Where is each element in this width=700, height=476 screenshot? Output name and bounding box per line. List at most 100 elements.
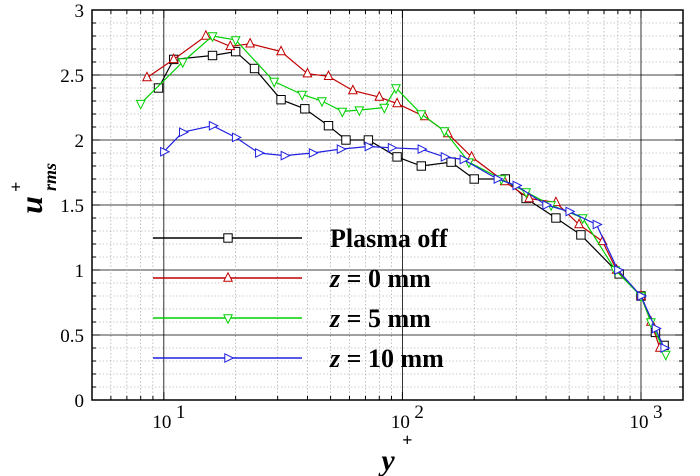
marker-triangle-right xyxy=(592,219,603,230)
marker-square xyxy=(341,135,351,145)
marker-square xyxy=(551,213,561,223)
marker-triangle-right xyxy=(336,144,347,155)
x-tick-exponent: 2 xyxy=(414,402,424,423)
y-tick-label: 1 xyxy=(75,261,85,282)
marker-square xyxy=(576,230,586,240)
marker-triangle-right xyxy=(417,144,428,155)
x-tick-exponent: 1 xyxy=(176,402,186,423)
legend-entry: z = 5 mm xyxy=(153,304,431,333)
marker-triangle-down xyxy=(207,32,218,43)
marker-square xyxy=(300,104,310,114)
y-tick-label: 1.5 xyxy=(60,196,84,217)
marker-triangle-down xyxy=(316,97,327,108)
marker-triangle-down xyxy=(230,36,241,47)
x-tick-exponent: 3 xyxy=(653,402,663,423)
marker-triangle-up xyxy=(225,40,236,51)
marker-square xyxy=(446,157,456,167)
marker-square xyxy=(223,233,233,243)
marker-triangle-up xyxy=(200,29,211,40)
marker-triangle-down xyxy=(354,106,365,117)
marker-triangle-up xyxy=(141,71,152,82)
marker-triangle-right xyxy=(459,154,470,165)
marker-triangle-down xyxy=(269,77,280,88)
legend-label: Plasma off xyxy=(330,224,448,253)
x-axis-title: y xyxy=(378,444,395,476)
marker-triangle-down xyxy=(439,127,450,138)
marker-square xyxy=(416,161,426,171)
marker-triangle-right xyxy=(280,150,291,161)
marker-triangle-right xyxy=(614,264,625,276)
marker-triangle-down xyxy=(390,84,402,95)
marker-triangle-down xyxy=(297,90,308,101)
marker-triangle-down xyxy=(222,314,234,325)
marker-triangle-right xyxy=(387,142,398,153)
marker-triangle-right xyxy=(208,120,219,131)
marker-square xyxy=(469,174,479,184)
series xyxy=(135,29,671,361)
marker-triangle-up xyxy=(222,271,234,282)
y-tick-label: 0 xyxy=(75,391,85,412)
legend: Plasma off z = 0 mm z = 5 mm z = 10 mm xyxy=(153,224,448,373)
marker-triangle-up xyxy=(323,69,334,80)
marker-triangle-right xyxy=(364,141,375,152)
marker-triangle-down xyxy=(177,58,188,69)
series-line xyxy=(157,50,665,346)
y-tick-label: 2.5 xyxy=(60,66,84,87)
marker-triangle-down xyxy=(379,103,390,114)
marker-square xyxy=(392,152,402,162)
legend-label: z = 5 mm xyxy=(329,304,431,333)
legend-entry: z = 10 mm xyxy=(153,344,444,373)
marker-triangle-right xyxy=(224,352,235,364)
marker-triangle-up xyxy=(245,37,256,48)
marker-triangle-down xyxy=(416,110,427,121)
marker-square xyxy=(249,63,260,74)
y-axis-title-superscript: + xyxy=(6,182,26,192)
y-axis-title: u rms + xyxy=(6,163,60,214)
marker-triangle-up xyxy=(574,218,585,229)
marker-triangle-right xyxy=(255,147,266,159)
marker-triangle-right xyxy=(179,127,190,138)
marker-square xyxy=(276,95,286,105)
marker-triangle-down xyxy=(660,350,671,361)
x-tick-label: 10 xyxy=(391,412,410,433)
marker-triangle-right xyxy=(308,147,319,159)
grid xyxy=(92,10,683,400)
marker-triangle-up xyxy=(302,67,313,78)
marker-triangle-up xyxy=(276,45,287,56)
marker-triangle-right xyxy=(493,173,504,185)
legend-entry: Plasma off xyxy=(153,224,448,253)
marker-triangle-right xyxy=(637,290,648,302)
series-line xyxy=(140,35,667,355)
marker-triangle-down xyxy=(337,107,348,118)
y-tick-label: 3 xyxy=(75,1,85,22)
series-line xyxy=(163,125,665,349)
x-axis-title-superscript: + xyxy=(402,430,412,450)
marker-triangle-right xyxy=(651,323,662,334)
y-tick-label: 2 xyxy=(75,131,85,152)
marker-triangle-right xyxy=(660,342,671,354)
marker-triangle-right xyxy=(160,146,171,157)
y-axis-title-subscript: rms xyxy=(40,163,60,191)
marker-square xyxy=(323,121,334,131)
marker-triangle-up xyxy=(347,84,358,95)
marker-triangle-up xyxy=(168,53,179,64)
marker-triangle-up xyxy=(524,192,535,203)
y-tick-label: 0.5 xyxy=(60,326,84,347)
legend-label: z = 0 mm xyxy=(329,264,431,293)
marker-triangle-right xyxy=(565,206,576,217)
x-tick-label: 10 xyxy=(629,412,648,433)
legend-label: z = 10 mm xyxy=(329,344,444,373)
legend-entry: z = 0 mm xyxy=(153,264,431,293)
x-tick-label: 10 xyxy=(152,412,171,433)
marker-triangle-right xyxy=(231,132,242,143)
marker-square xyxy=(207,50,218,61)
marker-triangle-up xyxy=(374,90,385,101)
series-3 xyxy=(160,120,671,354)
axis-titles: y + u rms + xyxy=(6,163,412,476)
marker-square xyxy=(153,83,164,93)
marker-triangle-right xyxy=(512,180,523,191)
marker-triangle-right xyxy=(542,199,553,211)
marker-triangle-up xyxy=(392,97,403,108)
